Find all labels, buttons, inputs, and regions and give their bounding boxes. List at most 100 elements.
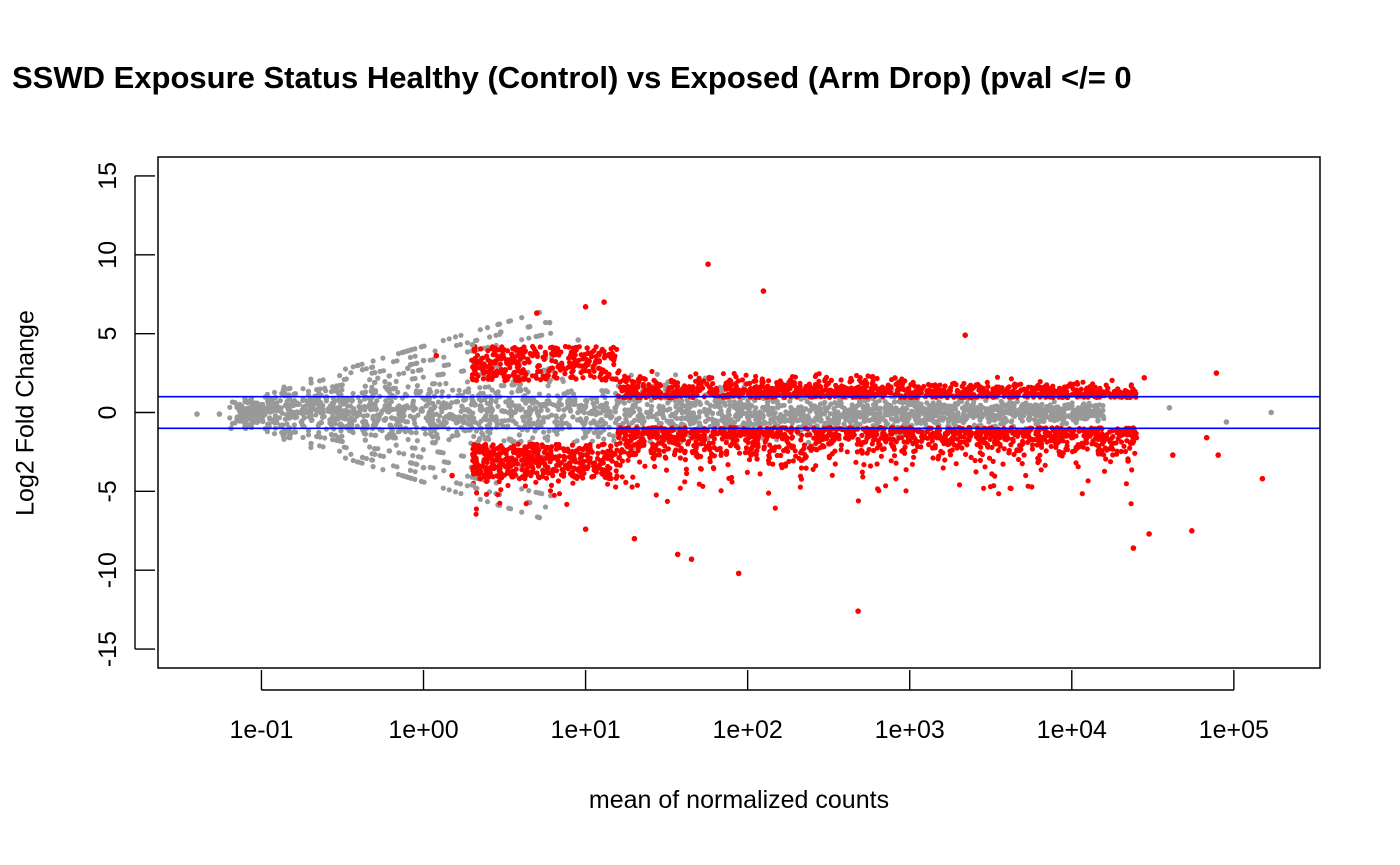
data-point bbox=[462, 397, 468, 403]
data-point bbox=[452, 414, 458, 420]
data-point bbox=[458, 332, 464, 338]
data-point bbox=[474, 337, 480, 343]
data-point bbox=[578, 454, 584, 460]
data-point bbox=[646, 382, 652, 388]
data-point bbox=[1030, 409, 1036, 415]
data-point bbox=[316, 421, 322, 427]
data-point bbox=[464, 349, 471, 355]
data-point bbox=[328, 431, 334, 438]
data-point bbox=[509, 438, 515, 445]
data-point bbox=[879, 416, 885, 422]
data-point bbox=[687, 374, 694, 380]
data-point bbox=[986, 455, 993, 461]
data-point bbox=[519, 509, 525, 515]
data-point bbox=[480, 432, 486, 438]
data-point bbox=[610, 433, 617, 439]
data-point bbox=[541, 429, 547, 435]
data-point bbox=[395, 429, 401, 435]
data-point bbox=[363, 366, 369, 372]
data-point bbox=[390, 463, 397, 469]
data-point bbox=[344, 403, 351, 409]
data-point bbox=[405, 348, 411, 354]
data-point bbox=[661, 448, 667, 454]
data-point bbox=[909, 461, 916, 467]
data-point bbox=[284, 421, 290, 427]
data-point bbox=[864, 406, 870, 412]
data-point bbox=[811, 418, 817, 424]
data-point bbox=[685, 402, 691, 408]
data-point bbox=[970, 404, 976, 410]
data-point bbox=[358, 405, 364, 411]
data-point bbox=[291, 422, 297, 428]
data-point bbox=[929, 438, 935, 444]
data-point bbox=[347, 409, 353, 415]
data-point bbox=[1094, 414, 1100, 420]
data-point bbox=[980, 411, 986, 417]
data-point bbox=[307, 413, 313, 419]
data-point bbox=[973, 469, 979, 475]
data-point bbox=[386, 386, 393, 392]
data-point bbox=[864, 450, 870, 456]
data-point bbox=[790, 458, 796, 464]
data-point bbox=[583, 398, 589, 404]
data-point bbox=[536, 490, 542, 496]
data-point bbox=[361, 418, 367, 424]
data-point bbox=[405, 436, 411, 443]
data-point bbox=[964, 442, 970, 448]
data-point bbox=[861, 415, 867, 421]
data-point bbox=[749, 433, 755, 440]
data-point bbox=[459, 404, 465, 410]
data-point bbox=[860, 411, 866, 417]
data-point bbox=[896, 435, 902, 441]
data-point bbox=[899, 448, 905, 454]
data-point bbox=[547, 345, 554, 351]
data-point bbox=[996, 416, 1002, 422]
data-point bbox=[553, 403, 559, 409]
data-point bbox=[971, 422, 978, 428]
data-point bbox=[768, 416, 774, 422]
data-point bbox=[652, 463, 658, 470]
data-point bbox=[290, 412, 296, 418]
data-point bbox=[320, 409, 326, 415]
data-point bbox=[884, 421, 891, 427]
data-point bbox=[545, 383, 551, 389]
data-point bbox=[571, 400, 578, 407]
data-point bbox=[401, 451, 407, 457]
data-point bbox=[663, 467, 670, 473]
data-point bbox=[418, 388, 424, 394]
data-point bbox=[418, 367, 424, 373]
data-point bbox=[320, 377, 326, 383]
data-point bbox=[425, 401, 431, 407]
data-point bbox=[351, 406, 357, 412]
data-point bbox=[904, 412, 911, 418]
data-point bbox=[605, 481, 611, 487]
data-point bbox=[1032, 402, 1038, 408]
data-point bbox=[791, 382, 798, 388]
data-point bbox=[679, 403, 685, 409]
data-point bbox=[407, 460, 413, 466]
data-point bbox=[1008, 376, 1015, 382]
data-point bbox=[338, 428, 344, 434]
data-point bbox=[993, 406, 999, 412]
data-point bbox=[386, 434, 393, 440]
data-point bbox=[264, 429, 270, 435]
data-point bbox=[745, 409, 752, 415]
data-point bbox=[499, 408, 505, 414]
data-point bbox=[271, 389, 278, 395]
data-point bbox=[553, 414, 560, 420]
data-point bbox=[477, 385, 483, 391]
data-point bbox=[450, 387, 456, 393]
data-point bbox=[546, 428, 552, 434]
data-point bbox=[945, 403, 951, 409]
data-point bbox=[374, 398, 380, 404]
data-point bbox=[527, 324, 533, 330]
data-point bbox=[716, 402, 722, 408]
data-point bbox=[770, 389, 776, 395]
data-point bbox=[316, 390, 322, 397]
data-point bbox=[412, 420, 418, 426]
data-point bbox=[414, 383, 420, 389]
data-point bbox=[893, 476, 899, 482]
data-point bbox=[522, 360, 528, 366]
data-point bbox=[684, 470, 690, 477]
data-point bbox=[827, 411, 833, 417]
